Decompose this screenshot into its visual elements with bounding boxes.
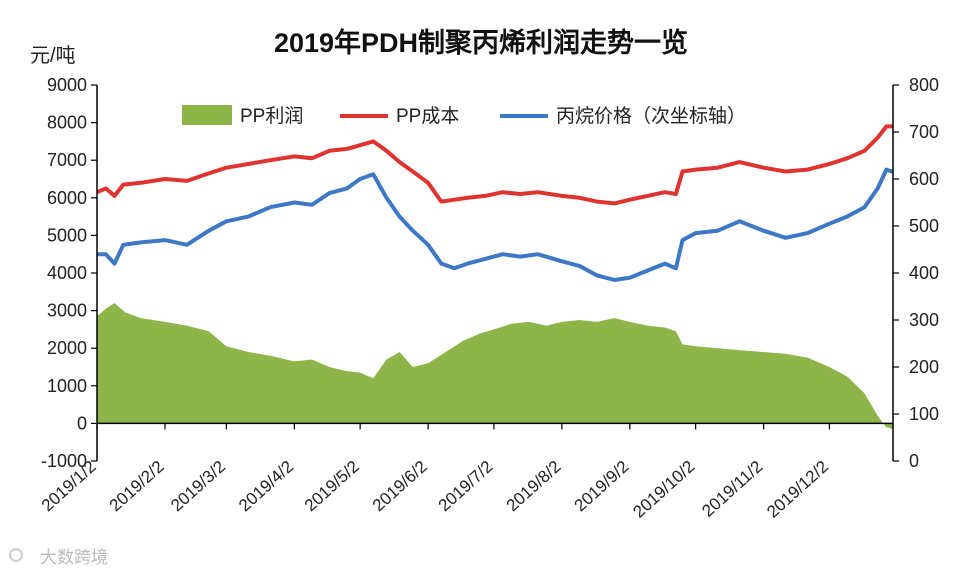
left-axis-unit: 元/吨	[30, 44, 76, 67]
x-tick-label: 2019/10/2	[629, 457, 698, 522]
legend-label-cost: PP成本	[396, 105, 459, 127]
legend-swatch-profit	[182, 105, 232, 125]
x-tick-label: 2019/12/2	[763, 457, 832, 522]
y-left-tick-label: 3000	[47, 301, 87, 321]
y-right-tick-label: 0	[909, 451, 919, 471]
watermark: 大数跨境	[9, 548, 108, 567]
x-tick-label: 2019/7/2	[435, 457, 497, 515]
x-tick-label: 2019/4/2	[235, 457, 297, 515]
x-tick-label: 2019/11/2	[698, 457, 766, 521]
plot-area	[96, 124, 894, 429]
y-right-tick-label: 800	[909, 75, 939, 95]
y-left-tick-label: 8000	[47, 113, 87, 133]
y-left-tick-label: 7000	[47, 150, 87, 170]
y-right-tick-label: 700	[909, 122, 939, 142]
axes: -100001000200030004000500060007000800090…	[38, 75, 939, 522]
x-tick-label: 2019/6/2	[369, 457, 431, 515]
y-left-tick-label: -1000	[41, 451, 87, 471]
y-right-tick-label: 500	[909, 216, 939, 236]
y-left-tick-label: 4000	[47, 263, 87, 283]
y-left-tick-label: 1000	[47, 376, 87, 396]
y-left-tick-label: 0	[77, 413, 87, 433]
legend-label-propane: 丙烷价格（次坐标轴）	[556, 105, 746, 127]
y-right-tick-label: 200	[909, 357, 939, 377]
series-profit-area	[97, 303, 893, 429]
legend: PP利润 PP成本 丙烷价格（次坐标轴）	[182, 105, 746, 127]
series-propane-line	[97, 167, 894, 282]
x-tick-label: 2019/2/2	[106, 457, 168, 515]
x-tick-label: 2019/3/2	[167, 457, 229, 515]
x-tick-label: 2019/5/2	[301, 457, 363, 515]
y-left-tick-label: 2000	[47, 338, 87, 358]
watermark-logo-icon	[9, 548, 23, 562]
y-right-tick-label: 100	[909, 404, 939, 424]
y-left-tick-label: 9000	[47, 75, 87, 95]
watermark-text: 大数跨境	[40, 548, 108, 567]
x-tick-label: 2019/8/2	[503, 457, 565, 515]
y-left-tick-label: 5000	[47, 225, 87, 245]
x-tick-label: 2019/9/2	[571, 457, 633, 515]
chart-title: 2019年PDH制聚丙烯利润走势一览	[274, 27, 688, 58]
y-left-tick-label: 6000	[47, 188, 87, 208]
y-right-tick-label: 600	[909, 169, 939, 189]
y-right-tick-label: 400	[909, 263, 939, 283]
series-cost-line	[96, 124, 893, 206]
y-right-tick-label: 300	[909, 310, 939, 330]
legend-label-profit: PP利润	[240, 105, 303, 127]
